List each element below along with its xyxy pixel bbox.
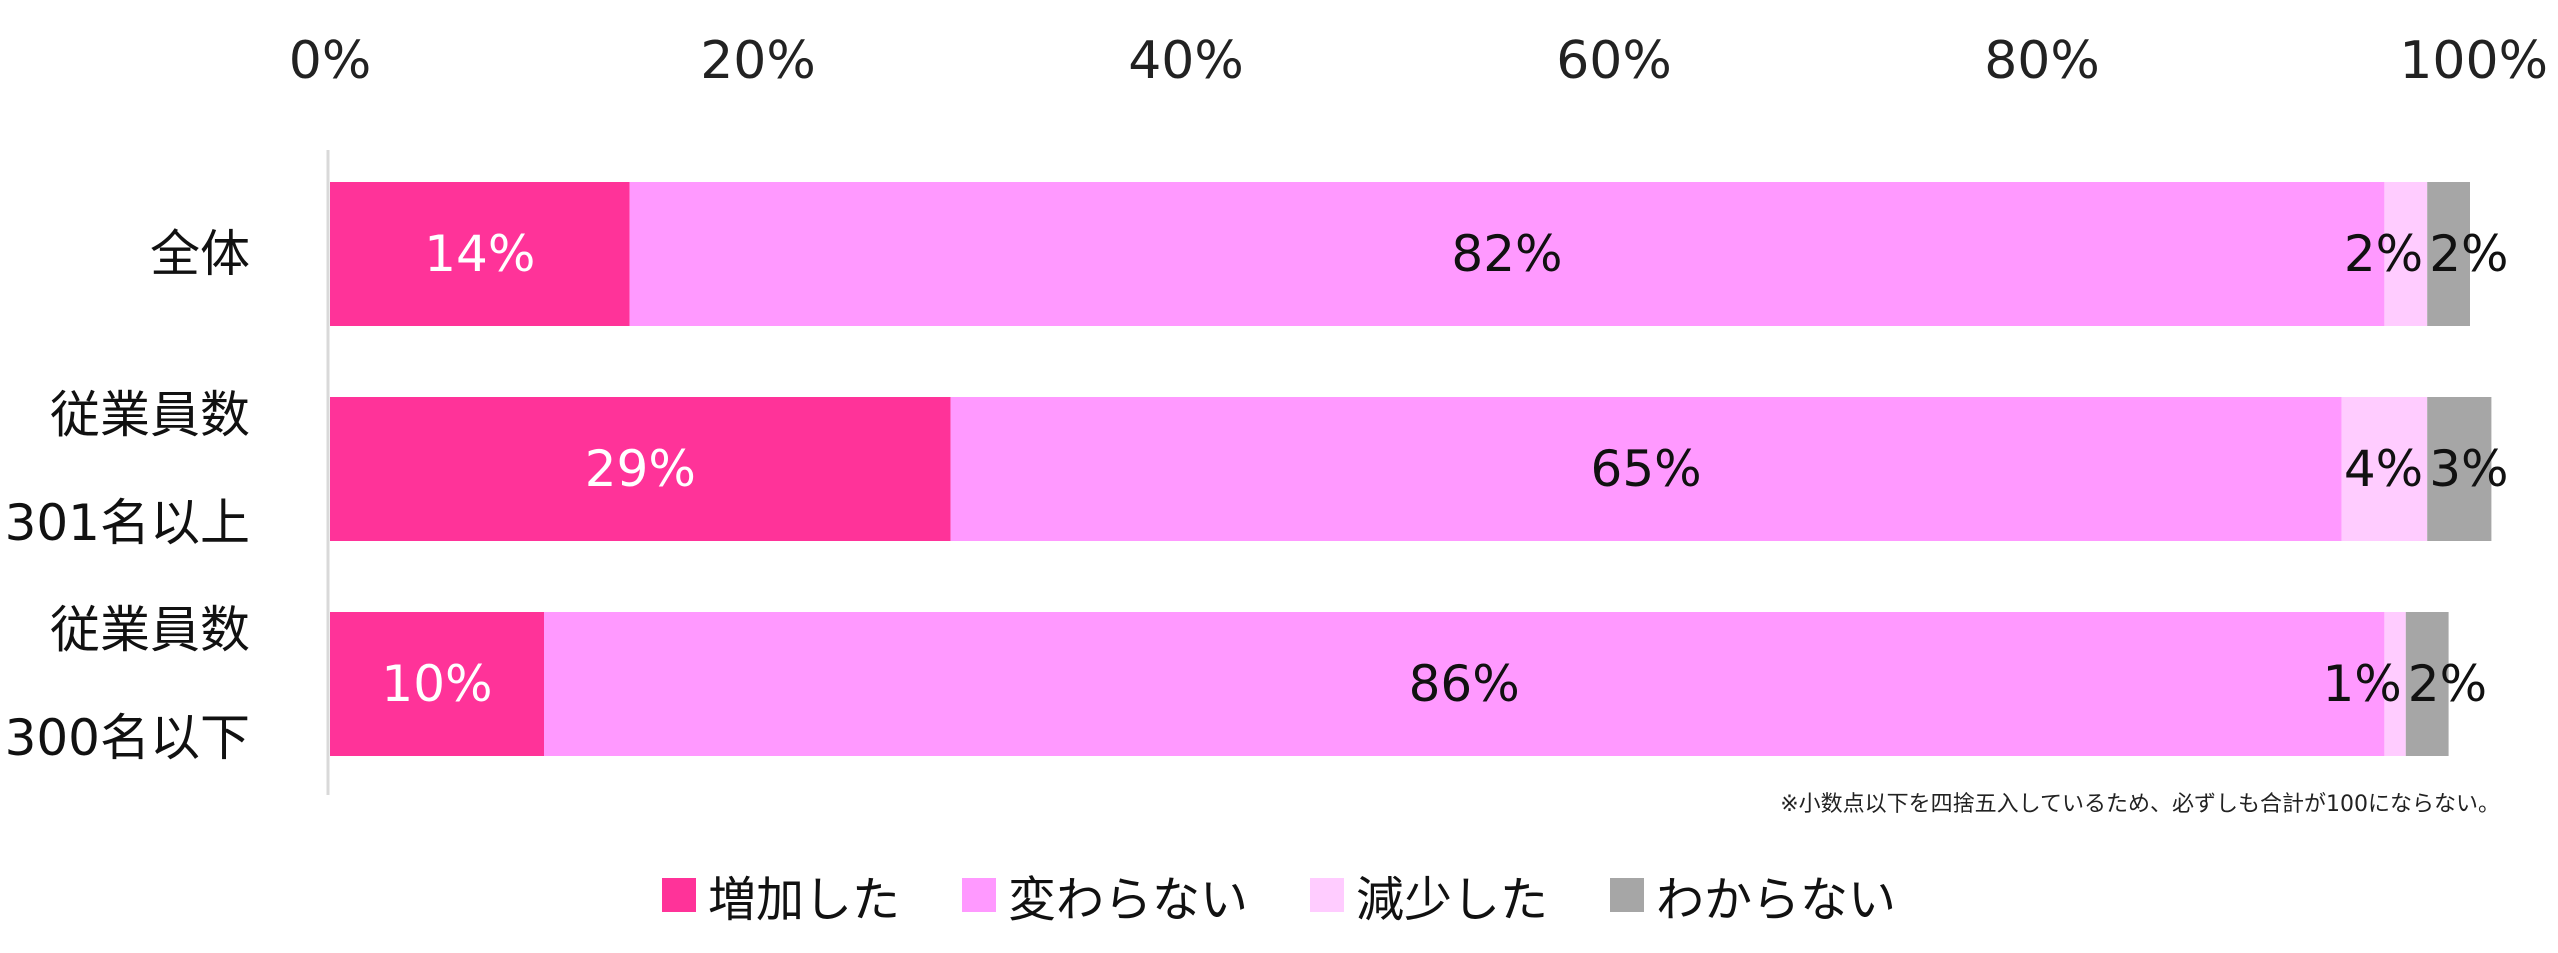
x-tick-label: 40% [1128, 31, 1244, 91]
data-label: 4% [2344, 440, 2423, 498]
bar-segment [2341, 397, 2428, 541]
bar-segment [2427, 182, 2470, 326]
x-tick-label: 20% [700, 31, 816, 91]
category-label: 従業員数 [50, 386, 250, 444]
data-label: 3% [2429, 440, 2508, 498]
bars: 14% 82% 2% 2%29% 65% 4% 3%10% 86% 1% 2% [330, 182, 2509, 756]
legend-swatch [1310, 878, 1344, 912]
bar-segment [2427, 397, 2492, 541]
x-tick-label: 80% [1984, 31, 2100, 91]
bar-segment [2384, 612, 2406, 756]
data-label: 14% [424, 225, 535, 283]
x-tick-label: 100% [2399, 31, 2548, 91]
legend-swatch [961, 878, 996, 912]
legend-swatch [661, 878, 696, 912]
data-label: 2% [2429, 225, 2508, 283]
bar-segment [330, 612, 544, 756]
legend-label: わからない [1656, 872, 1897, 928]
category-label: 300名以下 [5, 709, 250, 767]
bar-segment [330, 397, 951, 541]
data-label: 1% [2322, 655, 2401, 713]
bar-segment [330, 182, 630, 326]
data-label: 29% [585, 440, 696, 498]
legend-item: 変わらない [961, 860, 1248, 930]
legend-swatch [1610, 878, 1645, 912]
legend-label: 増加した [707, 872, 900, 928]
x-tick-label: 0% [289, 31, 372, 91]
data-label: 82% [1451, 225, 1562, 283]
legend-label: 変わらない [1007, 872, 1248, 928]
data-label: 65% [1591, 440, 1702, 498]
footnote: ※小数点以下を四捨五入しているため、必ずしも合計が100にならない。 [1780, 792, 2500, 817]
data-label: 86% [1409, 655, 1520, 713]
x-tick-label: 60% [1556, 31, 1672, 91]
data-label: 10% [381, 655, 492, 713]
bar-segment [629, 182, 2385, 326]
legend-label: 減少した [1356, 872, 1549, 928]
category-label: 全体 [150, 225, 250, 283]
x-axis-ticks: 0% 20% 40% 60% 80% 100% [289, 31, 2548, 91]
legend-item: 減少した [1310, 860, 1548, 930]
bar-segment [2384, 182, 2428, 326]
bar-segment [950, 397, 2342, 541]
bar-segment [2405, 612, 2449, 756]
data-label: 2% [2408, 655, 2487, 713]
data-label: 2% [2344, 225, 2423, 283]
bar-segment [544, 612, 2385, 756]
legend: 増加した 変わらない 減少した わからない [0, 860, 2558, 930]
legend-item: 増加した [661, 860, 900, 930]
category-label: 従業員数 [50, 601, 250, 659]
category-label: 301名以上 [5, 494, 250, 552]
legend-item: わからない [1610, 860, 1896, 930]
